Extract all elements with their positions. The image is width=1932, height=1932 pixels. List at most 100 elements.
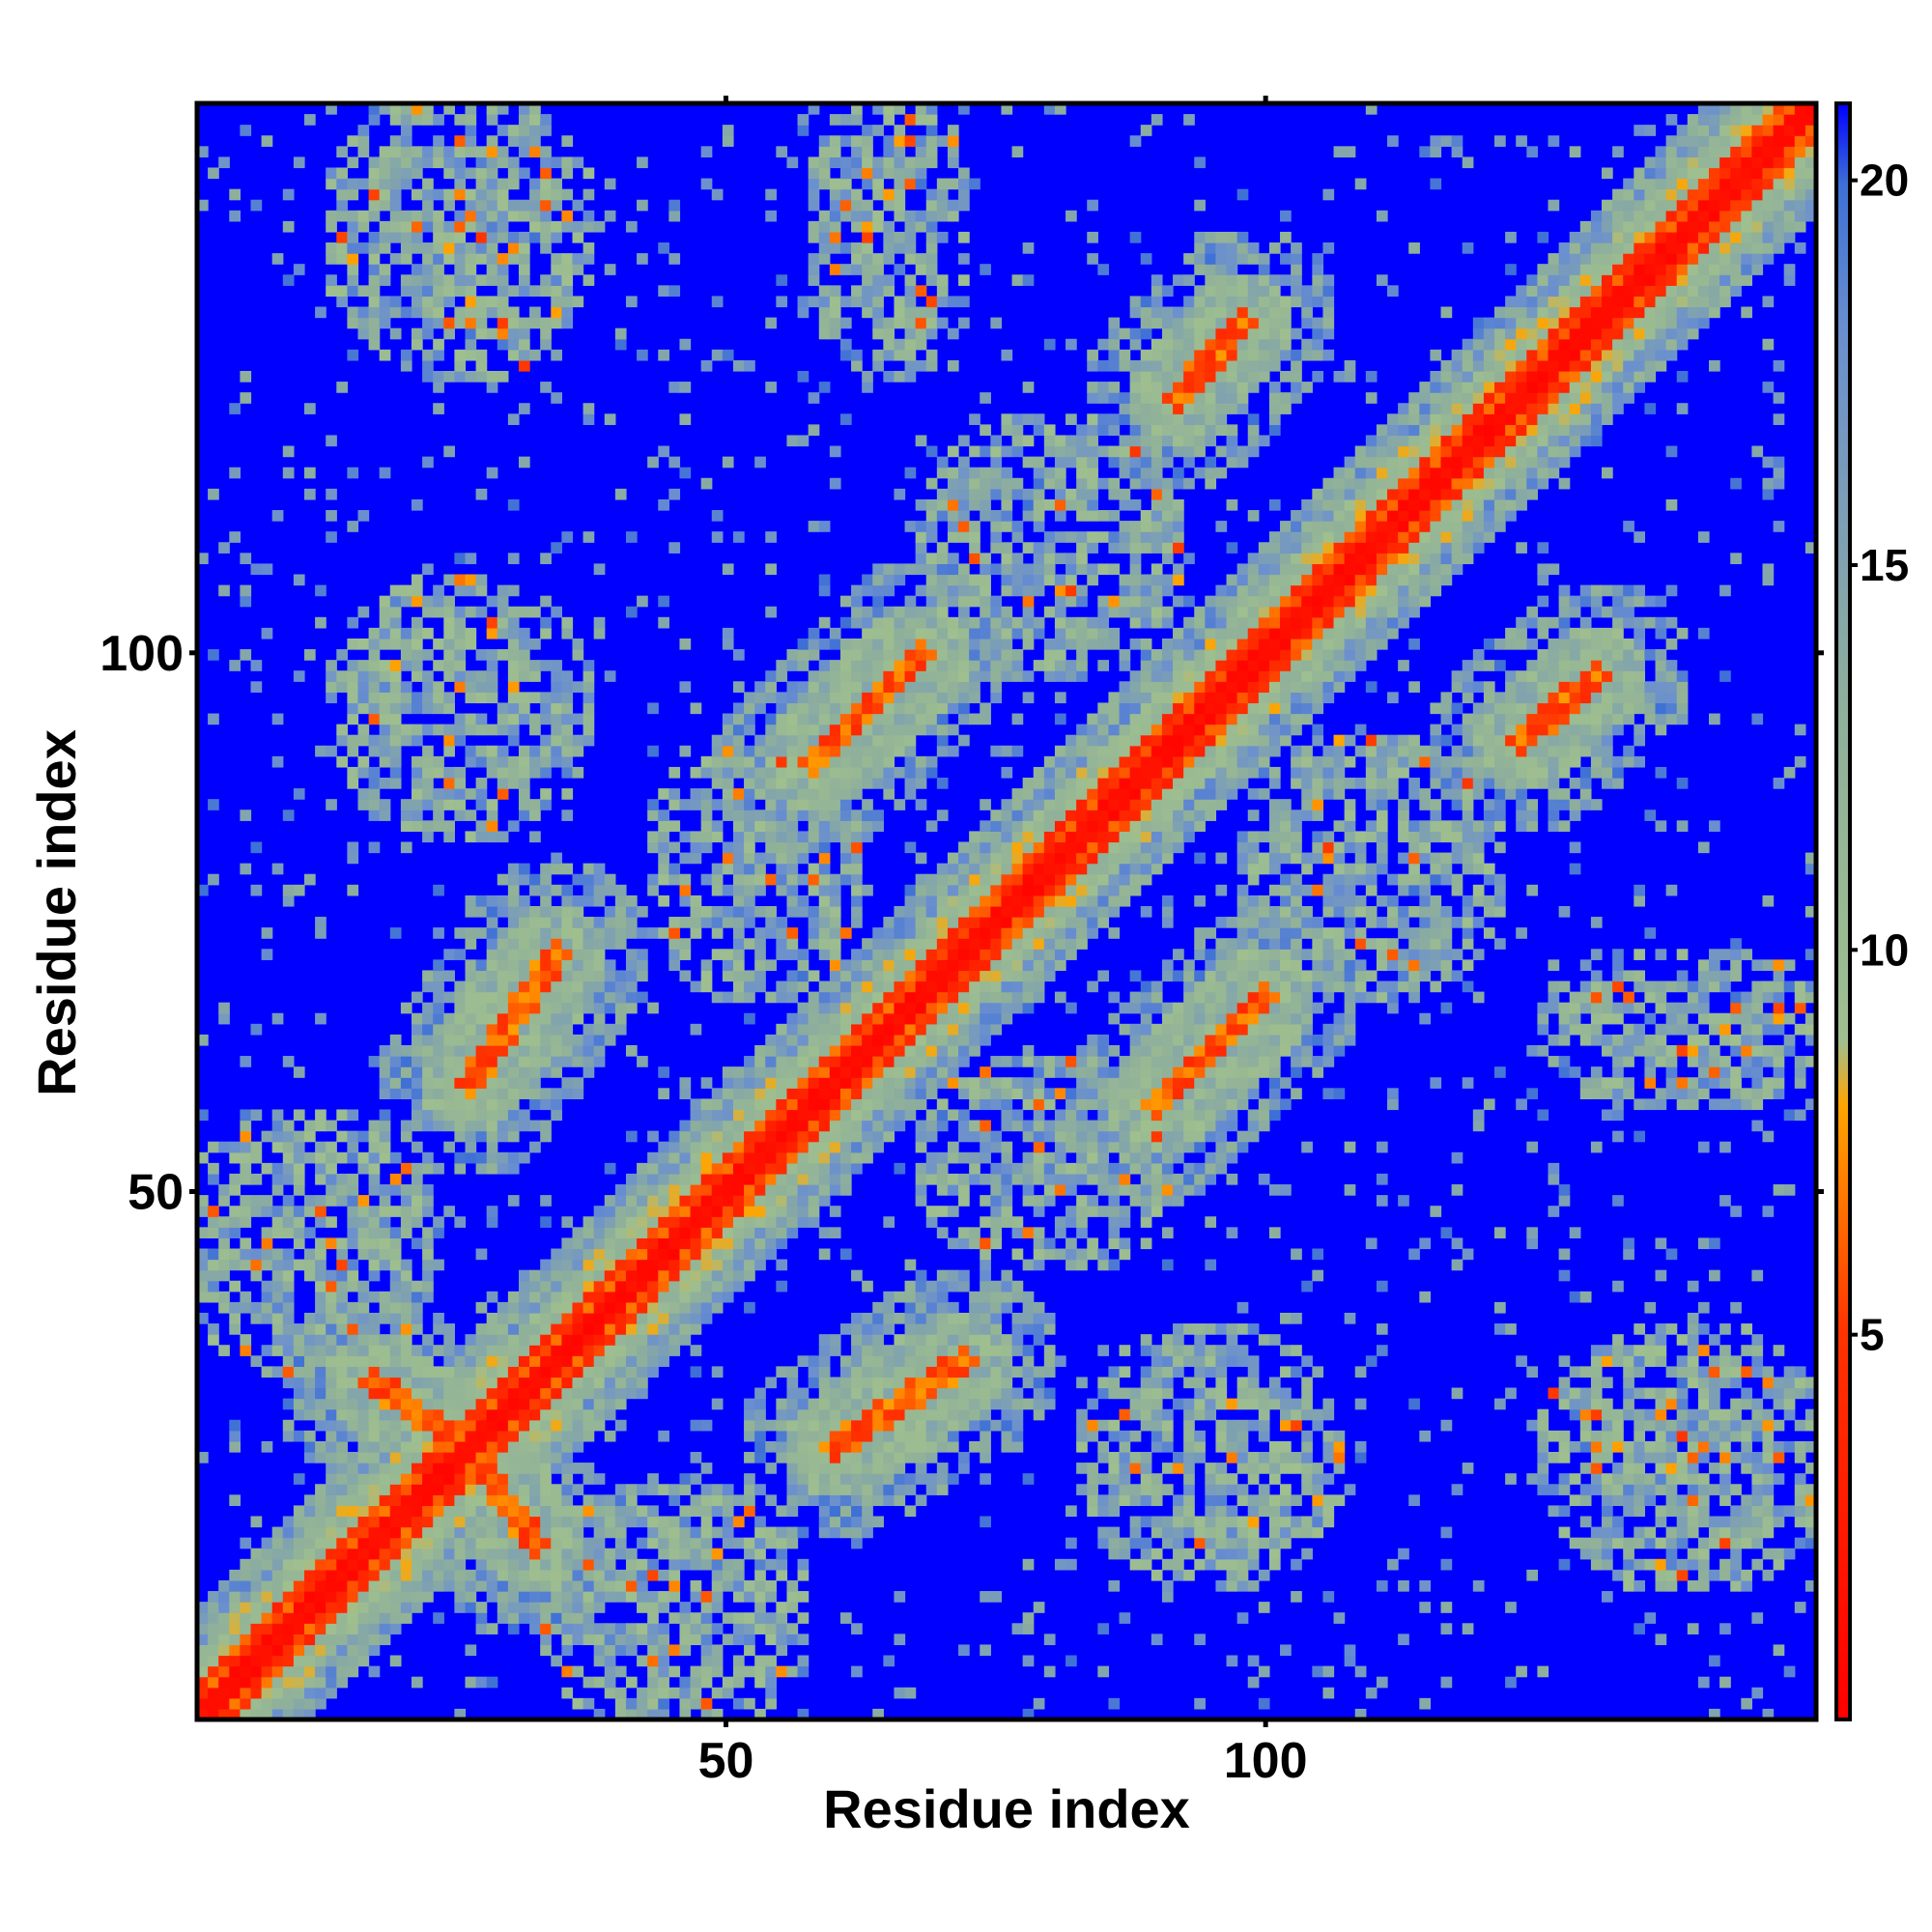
- heatmap-cell: [476, 156, 488, 168]
- heatmap-cell: [304, 1688, 316, 1699]
- heatmap-cell: [626, 1548, 638, 1560]
- heatmap-cell: [529, 1602, 541, 1613]
- heatmap-cell: [561, 735, 573, 747]
- heatmap-cell: [872, 1366, 884, 1378]
- heatmap-cell: [851, 1088, 863, 1099]
- heatmap-cell: [561, 274, 573, 286]
- heatmap-cell: [357, 660, 369, 671]
- heatmap-cell: [819, 938, 831, 950]
- heatmap-cell: [637, 1388, 648, 1400]
- heatmap-cell: [712, 1302, 724, 1314]
- heatmap-cell: [809, 521, 820, 532]
- heatmap-cell: [658, 1152, 669, 1164]
- heatmap-cell: [561, 1366, 573, 1378]
- heatmap-cell: [572, 906, 583, 918]
- heatmap-cell: [422, 788, 434, 800]
- heatmap-cell: [454, 981, 466, 993]
- heatmap-cell: [401, 232, 412, 243]
- heatmap-cell: [744, 1580, 755, 1592]
- heatmap-cell: [357, 1334, 369, 1346]
- heatmap-cell: [497, 1366, 509, 1378]
- heatmap-cell: [926, 1088, 938, 1099]
- heatmap-cell: [572, 1260, 583, 1271]
- heatmap-cell: [380, 221, 391, 233]
- heatmap-cell: [626, 1174, 638, 1185]
- heatmap-cell: [786, 1420, 798, 1432]
- heatmap-cell: [668, 1313, 680, 1324]
- heatmap-cell: [412, 156, 423, 168]
- heatmap-cell: [454, 1559, 466, 1571]
- heatmap-cell: [519, 864, 530, 875]
- heatmap-cell: [926, 521, 938, 532]
- heatmap-cell: [487, 179, 498, 190]
- heatmap-cell: [497, 1088, 509, 1099]
- heatmap-cell: [454, 735, 466, 747]
- heatmap-cell: [572, 1505, 583, 1517]
- heatmap-cell: [347, 1174, 358, 1185]
- heatmap-cell: [347, 1270, 358, 1282]
- heatmap-cell: [937, 296, 949, 307]
- heatmap-cell: [422, 1035, 434, 1046]
- heatmap-cell: [754, 874, 766, 886]
- heatmap-cell: [229, 1656, 241, 1667]
- heatmap-cell: [862, 200, 873, 212]
- heatmap-cell: [883, 756, 895, 768]
- heatmap-cell: [572, 927, 583, 939]
- heatmap-cell: [937, 895, 949, 907]
- heatmap-cell: [583, 1249, 595, 1261]
- heatmap-cell: [497, 1077, 509, 1089]
- heatmap-cell: [626, 1292, 638, 1303]
- heatmap-cell: [283, 1666, 295, 1678]
- heatmap-cell: [380, 1302, 391, 1314]
- heatmap-cell: [262, 1281, 273, 1293]
- heatmap-cell: [497, 339, 509, 351]
- heatmap-cell: [390, 1056, 402, 1067]
- heatmap-cell: [561, 1345, 573, 1356]
- heatmap-cell: [390, 628, 402, 639]
- heatmap-cell: [723, 992, 734, 1004]
- heatmap-cell: [529, 1580, 541, 1592]
- heatmap-cell: [529, 1142, 541, 1153]
- heatmap-cell: [809, 970, 820, 981]
- heatmap-cell: [412, 167, 423, 179]
- heatmap-cell: [540, 1431, 552, 1442]
- heatmap-cell: [872, 1409, 884, 1421]
- heatmap-cell: [916, 1323, 927, 1335]
- heatmap-cell: [380, 1420, 391, 1432]
- heatmap-cell: [916, 339, 927, 351]
- heatmap-cell: [572, 1570, 583, 1581]
- heatmap-cell: [262, 1656, 273, 1667]
- heatmap-cell: [819, 949, 831, 960]
- heatmap-cell: [497, 1355, 509, 1367]
- heatmap-cell: [668, 799, 680, 810]
- heatmap-cell: [561, 724, 573, 736]
- heatmap-cell: [926, 895, 938, 907]
- heatmap-cell: [883, 1323, 895, 1335]
- heatmap-cell: [658, 446, 669, 458]
- heatmap-cell: [723, 1270, 734, 1282]
- heatmap-cell: [754, 1441, 766, 1453]
- heatmap-cell: [433, 1441, 444, 1453]
- heatmap-cell: [840, 735, 852, 747]
- heatmap-cell: [594, 1644, 606, 1656]
- heatmap-cell: [615, 1688, 627, 1699]
- heatmap-cell: [240, 392, 251, 404]
- heatmap-cell: [830, 1184, 841, 1196]
- heatmap-cell: [412, 1559, 423, 1571]
- heatmap-cell: [765, 1688, 777, 1699]
- heatmap-cell: [862, 585, 873, 597]
- heatmap-cell: [668, 1174, 680, 1185]
- heatmap-cell: [551, 1035, 562, 1046]
- heatmap-cell: [937, 1035, 949, 1046]
- heatmap-cell: [744, 938, 755, 950]
- heatmap-cell: [786, 1484, 798, 1495]
- heatmap-cell: [476, 746, 488, 757]
- heatmap-cell: [637, 1591, 648, 1603]
- heatmap-cell: [326, 1399, 337, 1410]
- heatmap-cell: [712, 1580, 724, 1592]
- heatmap-cell: [561, 949, 573, 960]
- heatmap-cell: [658, 1570, 669, 1581]
- heatmap-cell: [487, 156, 498, 168]
- heatmap-cell: [380, 1516, 391, 1527]
- heatmap-cell: [304, 403, 316, 414]
